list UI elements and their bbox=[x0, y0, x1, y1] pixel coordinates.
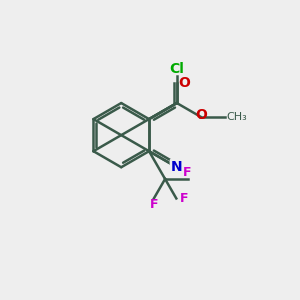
Text: O: O bbox=[178, 76, 190, 90]
Text: F: F bbox=[183, 166, 192, 179]
Text: F: F bbox=[180, 192, 188, 205]
Text: N: N bbox=[171, 160, 183, 174]
Text: O: O bbox=[195, 108, 207, 122]
Text: F: F bbox=[150, 198, 158, 212]
Text: CH₃: CH₃ bbox=[226, 112, 247, 122]
Text: Cl: Cl bbox=[169, 62, 184, 76]
